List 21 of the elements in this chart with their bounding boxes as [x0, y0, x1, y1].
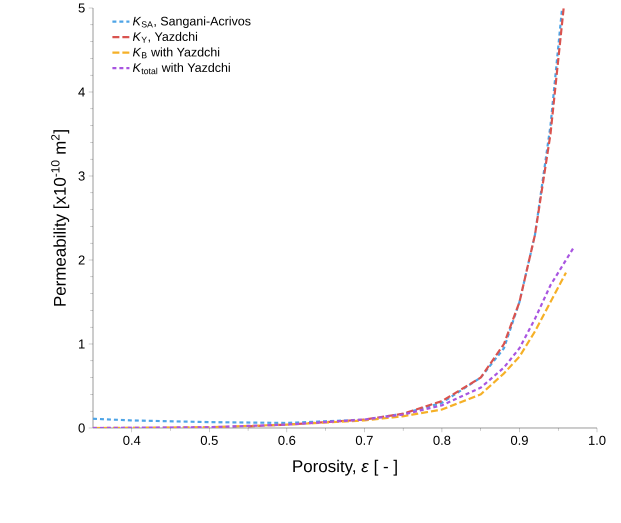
x-tick-label: 1.0 [588, 436, 606, 445]
y-tick-label: 5 [78, 3, 85, 13]
y-tick-label: 1 [79, 340, 85, 348]
y-tick-label: 3 [78, 171, 85, 181]
x-tick-label: 0.6 [278, 436, 296, 445]
y-tick-label: 0 [78, 423, 85, 433]
y-axis-title: Permeability [x10$^{-10}$ m$^{2}$] [51, 130, 70, 306]
legend-label: K$_{Y}$, Yazdchi [132, 32, 198, 43]
x-tick-label: 0.7 [356, 436, 373, 445]
legend-label: K$_{B}$ with Yazdchi [132, 47, 220, 58]
x-tick-label: 0.4 [123, 436, 140, 445]
line-series [93, 246, 575, 428]
x-tick-label: 0.9 [510, 436, 528, 445]
legend-label: K$_{total}$ with Yazdchi [132, 62, 230, 74]
line-series [93, 8, 564, 424]
y-tick-label: 4 [78, 88, 85, 96]
y-tick-label: 2 [78, 255, 85, 265]
x-axis-title: Porosity, ε [ - ] [293, 460, 397, 476]
x-tick-label: 0.8 [433, 436, 450, 445]
x-tick-label: 0.5 [200, 436, 218, 445]
legend-label: K$_{SA}$, Sangani-Acrivos [132, 16, 251, 28]
